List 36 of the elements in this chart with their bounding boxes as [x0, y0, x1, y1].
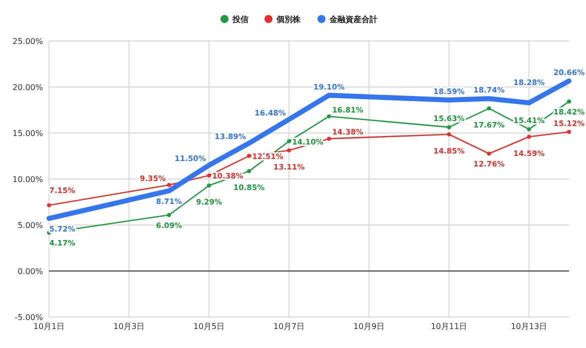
point: [167, 212, 171, 217]
point: [247, 169, 251, 174]
x-tick-label: 10月13日: [510, 322, 548, 331]
point: [327, 136, 331, 141]
x-tick-label: 10月3日: [113, 322, 145, 331]
point: [47, 203, 51, 208]
point: [167, 182, 171, 187]
point: [487, 106, 491, 110]
point: [327, 114, 331, 118]
point: [487, 152, 491, 156]
y-tick-label: 20.00%: [12, 83, 44, 92]
y-tick-label: 25.00%: [12, 37, 44, 46]
legend-label: 個別株: [276, 15, 302, 24]
point: [247, 154, 251, 158]
x-tick-label: 10月9日: [353, 322, 385, 331]
legend-label: 金融資産合計: [328, 14, 378, 24]
point: [447, 125, 451, 130]
x-tick-label: 10月7日: [273, 322, 305, 331]
point: [287, 148, 291, 152]
point: [207, 174, 211, 178]
point: [287, 139, 291, 144]
point: [567, 100, 571, 104]
y-tick-label: -5.00%: [14, 313, 44, 322]
y-tick-label: 5.00%: [18, 221, 44, 230]
y-tick-label: 15.00%: [12, 129, 44, 138]
x-tick-label: 10月5日: [193, 322, 225, 331]
legend-label: 投信: [232, 15, 248, 24]
x-tick-label: 10月11日: [430, 322, 468, 331]
point: [527, 134, 531, 139]
point: [207, 184, 211, 188]
y-tick-label: 0.00%: [18, 267, 44, 276]
point: [567, 130, 571, 134]
point: [527, 127, 531, 132]
point: [447, 132, 451, 136]
x-tick-label: 10月1日: [33, 322, 65, 331]
y-tick-label: 10.00%: [12, 175, 44, 184]
